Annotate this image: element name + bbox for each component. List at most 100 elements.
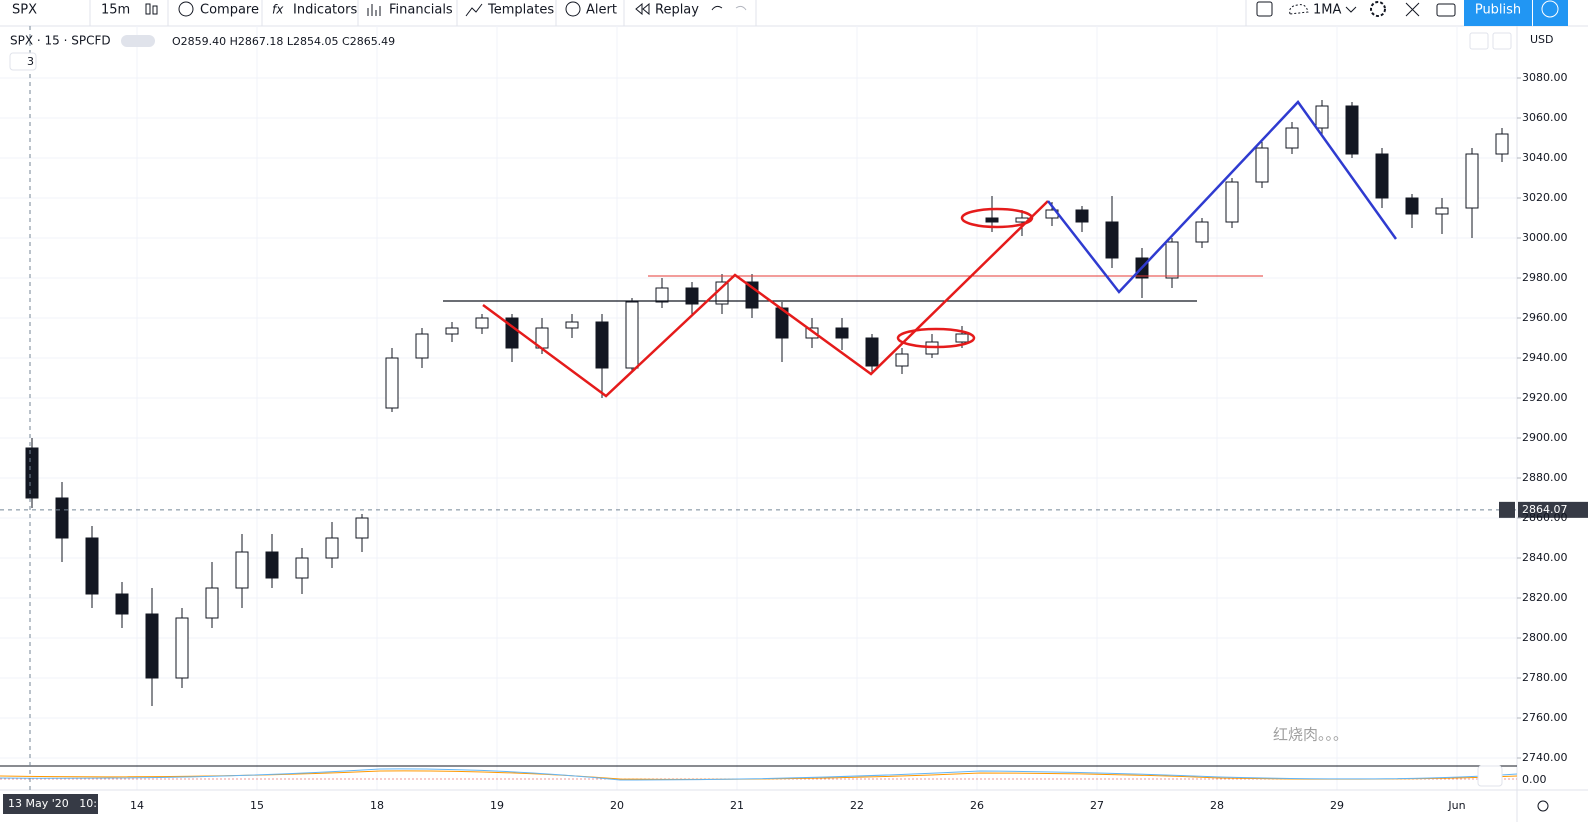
layout-dropdown[interactable] [1345, 6, 1357, 13]
scroll-right[interactable] [1477, 765, 1503, 787]
templates[interactable]: Templates [487, 3, 554, 18]
y-tick-label: 3020.00 [1522, 191, 1568, 204]
crosshair-price: 2864.07 [1522, 503, 1568, 516]
x-tick-label: 28 [1210, 799, 1224, 812]
redo[interactable] [735, 5, 747, 11]
candle-body [85, 537, 99, 595]
candle-body [265, 551, 279, 579]
symbol[interactable]: SPX [12, 3, 37, 18]
x-tick-label: 18 [370, 799, 384, 812]
financials-icon[interactable] [367, 4, 381, 16]
x-tick-label: 26 [970, 799, 984, 812]
y-tick-label: 2940.00 [1522, 351, 1568, 364]
reset-button[interactable] [1492, 32, 1512, 50]
y-tick-label: 3080.00 [1522, 71, 1568, 84]
indicators-icon[interactable]: fx [272, 3, 284, 17]
indicator-signal [0, 768, 1518, 781]
candle-body [205, 587, 219, 619]
axis-settings[interactable] [1537, 800, 1549, 812]
candle-body [1375, 153, 1389, 199]
indicator-line [0, 770, 1518, 780]
candle-body [1495, 133, 1509, 155]
y-tick-label: 2960.00 [1522, 311, 1568, 324]
undo[interactable] [711, 5, 723, 11]
grid [0, 26, 1517, 790]
ellipse [896, 327, 976, 349]
crosshair-time: 13 May '20 10:15 [8, 797, 111, 810]
collapsed-count[interactable]: 3 [27, 55, 34, 68]
candle-body [355, 517, 369, 539]
candle-body [1075, 209, 1089, 223]
candle-body [865, 337, 879, 367]
candle-body [1465, 153, 1479, 209]
alert[interactable]: Alert [586, 3, 617, 18]
collapse-button[interactable] [9, 52, 37, 71]
x-tick-label: 22 [850, 799, 864, 812]
x-tick-label: 15 [250, 799, 264, 812]
y-tick-label: 3000.00 [1522, 231, 1568, 244]
toolbar-separators [89, 0, 1247, 26]
drawings [443, 100, 1398, 398]
legend-toggle[interactable] [121, 35, 155, 47]
candle-body [1105, 221, 1119, 259]
candle-body [655, 287, 669, 303]
play-button[interactable] [1533, 0, 1568, 26]
ellipse [960, 207, 1034, 229]
candle-body [805, 327, 819, 339]
x-tick-label: 20 [610, 799, 624, 812]
replay[interactable]: Replay [655, 3, 699, 18]
y-tick-label: 3060.00 [1522, 111, 1568, 124]
scroll-button[interactable] [1469, 32, 1489, 50]
crosshair-price-tag [1518, 501, 1588, 518]
candle-body [595, 321, 609, 369]
x-tick-label: 27 [1090, 799, 1104, 812]
y-tick-label: 2780.00 [1522, 671, 1568, 684]
blue-zigzag [1047, 100, 1398, 294]
financials[interactable]: Financials [389, 3, 453, 18]
candle-body [1255, 147, 1269, 183]
y-tick-label: 2800.00 [1522, 631, 1568, 644]
interval[interactable]: 15m [101, 3, 130, 18]
candle-body [1345, 105, 1359, 155]
candle-body [55, 497, 69, 539]
settings[interactable] [1370, 1, 1386, 17]
fullscreen-icon[interactable] [1256, 1, 1273, 17]
candle-body [835, 327, 849, 339]
y-tick-label: 2900.00 [1522, 431, 1568, 444]
layout[interactable]: 1MA [1313, 3, 1341, 18]
candle-body [1435, 207, 1449, 215]
chart-type-icon[interactable] [145, 3, 158, 15]
y-tick-label: 2880.00 [1522, 471, 1568, 484]
play-icon [1541, 0, 1559, 18]
currency: USD [1530, 33, 1554, 46]
compare-icon[interactable] [178, 1, 194, 17]
snapshot[interactable] [1436, 3, 1456, 17]
candle-body [145, 613, 159, 679]
watermark: 红烧肉。。。 [1273, 726, 1348, 744]
templates-icon[interactable] [465, 3, 483, 17]
candle-body [295, 557, 309, 579]
replay-icon[interactable] [635, 2, 650, 16]
indicator-axis-label: 0.00 [1522, 773, 1547, 786]
candles [25, 100, 1509, 706]
publish[interactable]: Publish [1475, 3, 1521, 18]
y-tick-label: 2840.00 [1522, 551, 1568, 564]
candle-body [235, 551, 249, 589]
indicators[interactable]: Indicators [293, 3, 357, 18]
compare[interactable]: Compare [200, 3, 259, 18]
y-tick-label: 2740.00 [1522, 751, 1568, 764]
x-tick-label: 14 [130, 799, 144, 812]
red-zigzag [482, 200, 1049, 398]
candle-body [415, 333, 429, 359]
x-tick-label: 21 [730, 799, 744, 812]
layout-icon[interactable] [1289, 4, 1309, 15]
alert-icon[interactable] [565, 1, 581, 17]
candle-body [1285, 127, 1299, 149]
publish-button[interactable] [1464, 0, 1532, 26]
candle-body [115, 593, 129, 615]
fullscreen[interactable] [1405, 2, 1420, 17]
candle-body [475, 317, 489, 329]
y-tick-label: 2980.00 [1522, 271, 1568, 284]
candle-body [445, 327, 459, 335]
